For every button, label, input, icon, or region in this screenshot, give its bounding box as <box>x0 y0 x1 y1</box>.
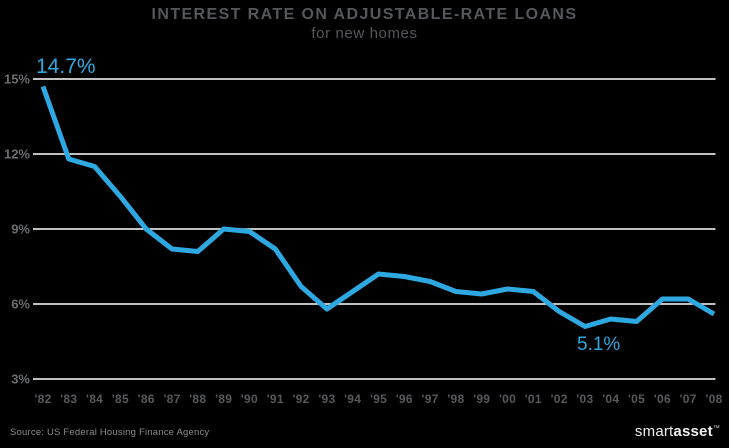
source-note: Source: US Federal Housing Finance Agenc… <box>10 427 210 438</box>
x-tick-label: '92 <box>293 392 310 406</box>
chart-subtitle: for new homes <box>311 25 418 42</box>
x-tick-label: '05 <box>628 392 645 406</box>
y-tick-label: 3% <box>11 372 30 387</box>
x-tick-label: '89 <box>215 392 232 406</box>
x-tick-label: '85 <box>112 392 129 406</box>
x-tick-label: '97 <box>422 392 439 406</box>
x-tick-label: '93 <box>318 392 335 406</box>
annotation-min-rate: 5.1% <box>577 334 621 355</box>
x-tick-label: '02 <box>551 392 568 406</box>
x-tick-label: '07 <box>680 392 697 406</box>
x-tick-label: '86 <box>138 392 155 406</box>
logo-text-asset: asset <box>673 423 713 440</box>
x-tick-label: '84 <box>86 392 103 406</box>
x-tick-label: '06 <box>654 392 671 406</box>
x-tick-label: '01 <box>525 392 542 406</box>
x-tick-label: '95 <box>370 392 387 406</box>
x-tick-label: '90 <box>241 392 258 406</box>
y-tick-label: 6% <box>11 297 30 312</box>
x-tick-label: '98 <box>447 392 464 406</box>
x-tick-label: '99 <box>473 392 490 406</box>
annotation-start-rate: 14.7% <box>36 55 96 78</box>
y-tick-label: 9% <box>11 222 30 237</box>
x-tick-label: '91 <box>267 392 284 406</box>
x-tick-label: '83 <box>60 392 77 406</box>
logo-trademark-icon: ™ <box>712 425 720 432</box>
x-tick-label: '04 <box>602 392 619 406</box>
x-tick-label: '94 <box>344 392 361 406</box>
x-tick-label: '03 <box>576 392 593 406</box>
chart-title: INTEREST RATE ON ADJUSTABLE-RATE LOANS <box>151 6 578 23</box>
y-tick-label: 12% <box>4 147 30 162</box>
y-tick-label: 15% <box>4 72 30 87</box>
smartasset-logo: smartasset™ <box>635 423 720 440</box>
x-tick-label: '96 <box>396 392 413 406</box>
x-tick-label: '00 <box>499 392 516 406</box>
x-tick-label: '08 <box>705 392 722 406</box>
x-tick-label: '88 <box>189 392 206 406</box>
logo-text-smart: smart <box>634 423 674 440</box>
x-tick-label: '82 <box>34 392 51 406</box>
x-tick-label: '87 <box>163 392 180 406</box>
rate-line <box>40 85 716 329</box>
